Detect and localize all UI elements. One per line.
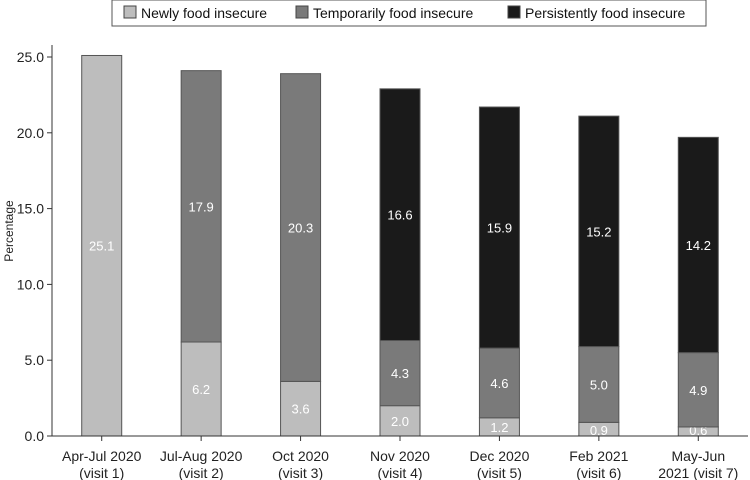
legend: Newly food insecure Temporarily food inse… [111,0,707,27]
bar-segment [81,54,123,437]
y-tick-label: 5.0 [25,352,45,368]
bar-segment [677,136,719,354]
bar-segment [578,115,620,348]
y-tick-label: 10.0 [17,276,44,292]
x-tick-label: Oct 2020 [272,448,329,464]
x-tick-label: (visit 4) [377,465,422,480]
legend-label: Temporarily food insecure [313,5,474,21]
x-tick-label: Apr-Jul 2020 [62,448,142,464]
bar-segment [180,341,222,437]
bar-stack: 3.6 20.3 [280,73,322,437]
legend-swatch [123,5,137,19]
bar-segment [180,70,222,343]
bar-segment [280,380,322,437]
bar-stack: 6.2 17.9 [180,70,222,437]
data-label: 16.6 [387,208,412,223]
data-label: 25.1 [89,239,114,254]
y-axis: 0.0 5.0 10.0 15.0 20.0 25.0 [17,45,53,444]
y-tick-label: 20.0 [17,125,44,141]
x-tick-label: (visit 3) [278,465,323,480]
bar-stack: 0.64.914.2 [677,136,719,438]
data-label: 1.2 [490,420,508,435]
y-tick-label: 0.0 [25,428,45,444]
legend-swatch [295,5,309,19]
data-label: 6.2 [192,382,210,397]
data-label: 4.3 [391,366,409,381]
data-label: 5.0 [590,377,608,392]
x-tick-label: 2021 (visit 7) [658,465,738,480]
bar-stack: 1.2 4.6 15.9 [478,106,520,437]
x-tick-label: May-Jun [671,448,725,464]
legend-box [111,0,707,27]
bars: 25.1 6.2 17.9 3.6 20.3 2.0 4.3 16.6 1.2 4.6 15.9 0.… [81,54,719,438]
x-tick-label: (visit 5) [477,465,522,480]
x-tick-label: Jul-Aug 2020 [160,448,243,464]
bar-stack: 0.9 5.0 15.2 [578,115,620,438]
data-label: 4.9 [689,383,707,398]
data-label: 4.6 [490,376,508,391]
x-tick-label: (visit 2) [179,465,224,480]
data-label: 15.2 [586,224,611,239]
bar-stack: 2.0 4.3 16.6 [379,88,421,437]
y-tick-label: 15.0 [17,201,44,217]
data-label: 17.9 [188,199,213,214]
x-tick-label: Nov 2020 [370,448,430,464]
bar-segment [478,106,520,349]
data-label: 3.6 [292,402,310,417]
data-label: 0.9 [590,423,608,438]
bar-segment [677,352,719,428]
x-tick-label: (visit 6) [576,465,621,480]
x-tick-label: Dec 2020 [469,448,529,464]
data-label: 2.0 [391,414,409,429]
y-tick-label: 25.0 [17,49,44,65]
data-label: 14.2 [686,238,711,253]
data-label: 20.3 [288,221,313,236]
legend-label: Newly food insecure [141,5,267,21]
x-axis: Apr-Jul 2020(visit 1)Jul-Aug 2020(visit … [52,435,748,480]
legend-label: Persistently food insecure [525,5,686,21]
data-label: 15.9 [487,221,512,236]
bar-segment [478,347,520,419]
bar-stack: 25.1 [81,54,123,437]
x-tick-label: Feb 2021 [569,448,628,464]
x-tick-label: (visit 1) [79,465,124,480]
bar-segment [379,88,421,341]
legend-swatch [507,5,521,19]
bar-segment [578,346,620,423]
y-axis-label: Percentage [2,200,16,262]
bar-segment [280,73,322,382]
